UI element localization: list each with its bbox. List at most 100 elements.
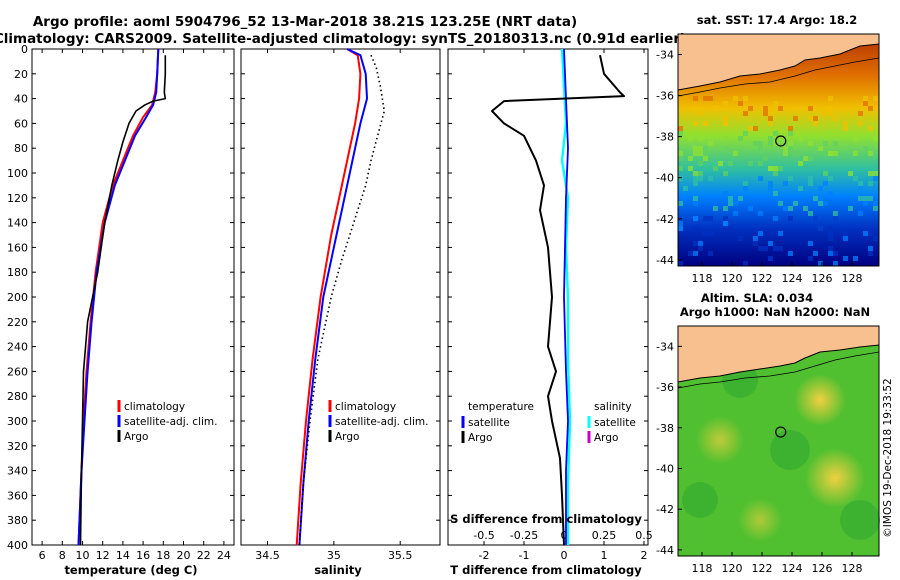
sst-pixel xyxy=(738,136,743,141)
x-tick-label: 35 xyxy=(327,549,341,562)
sst-pixel xyxy=(818,196,823,201)
sst-pixel xyxy=(788,141,793,146)
sst-pixel xyxy=(808,156,813,161)
sst-pixel xyxy=(758,211,763,216)
legend-temperature-title: temperature xyxy=(468,401,534,413)
sst-map: sat. SST: 17.4 Argo: 18.2 -34 -36 -38 -40 -4… xyxy=(656,13,880,285)
sst-pixel xyxy=(828,251,833,256)
sst-pixel xyxy=(863,101,868,106)
x-tick-label: 1 xyxy=(601,549,608,562)
x-tick-label: 8 xyxy=(59,549,66,562)
sst-pixel xyxy=(818,146,823,151)
sst-pixel xyxy=(708,216,713,221)
sst-pixel xyxy=(808,176,813,181)
temperature-xlabel: temperature (deg C) xyxy=(64,563,197,577)
legend-salinity-title: salinity xyxy=(594,401,632,413)
sst-pixel xyxy=(868,151,873,156)
sst-pixel xyxy=(703,156,708,161)
depth-contour xyxy=(677,351,880,389)
salinity-panel: 34.5 35 35.5 salinity climatology satellit… xyxy=(240,48,441,577)
sst-map-frame xyxy=(677,33,880,267)
sst-pixel xyxy=(793,151,798,156)
depth-tick-label: 200 xyxy=(7,291,28,304)
salinity-lines xyxy=(295,48,386,546)
sst-pixel xyxy=(698,161,703,166)
sst-pixel xyxy=(773,191,778,196)
sst-pixel xyxy=(768,241,773,246)
legend-argo: Argo xyxy=(335,431,359,443)
series-line-climatology xyxy=(295,48,362,546)
lon-tick-label: 128 xyxy=(842,562,863,575)
sst-pixel xyxy=(763,106,768,111)
sst-pixel xyxy=(698,176,703,181)
depth-ticks: 0 20 40 60 80 100 120 140 160 180 200 220 240 260 280 3… xyxy=(7,43,648,552)
sst-pixel xyxy=(828,151,833,156)
lat-tick-label: -42 xyxy=(656,213,674,226)
sst-pixel xyxy=(693,226,698,231)
salinity-legend: climatology satellite-adj. clim. Argo xyxy=(328,400,428,443)
sst-pixel xyxy=(843,256,848,261)
legend-satellite: satellite-adj. clim. xyxy=(124,416,217,428)
sst-pixel xyxy=(728,161,733,166)
legend-satellite: satellite-adj. clim. xyxy=(335,416,428,428)
sst-pixel xyxy=(748,206,753,211)
sla-blob xyxy=(840,500,880,540)
depth-tick-label: 140 xyxy=(7,217,28,230)
sst-pixel xyxy=(828,106,833,111)
lon-tick-label: 118 xyxy=(692,562,713,575)
lon-tick-label: 122 xyxy=(752,562,773,575)
sla-map: Altim. SLA: 0.034 Argo h1000: NaN h2000:… xyxy=(656,291,880,575)
legend-temp-satellite: satellite xyxy=(468,417,510,429)
sst-pixel xyxy=(733,151,738,156)
sst-pixel xyxy=(713,106,718,111)
sst-pixel xyxy=(678,151,683,156)
series-line-climatology xyxy=(77,48,160,546)
sst-pixel xyxy=(768,186,773,191)
sst-pixel xyxy=(823,141,828,146)
sst-pixel xyxy=(708,231,713,236)
sst-pixel xyxy=(763,156,768,161)
sst-pixel xyxy=(733,96,738,101)
sst-pixel xyxy=(783,146,788,151)
sst-pixel xyxy=(813,196,818,201)
sst-pixel xyxy=(868,231,873,236)
sst-pixel xyxy=(703,146,708,151)
x-tick-label: 0 xyxy=(561,549,568,562)
sst-pixel xyxy=(853,256,858,261)
depth-tick-label: 40 xyxy=(14,93,28,106)
s-tick-label: -0.5 xyxy=(473,529,494,542)
depth-tick-label: 360 xyxy=(7,489,28,502)
sst-pixel xyxy=(828,231,833,236)
sst-pixel xyxy=(678,126,683,131)
sst-pixel xyxy=(743,181,748,186)
sst-pixel xyxy=(858,186,863,191)
sst-pixel xyxy=(873,201,878,206)
depth-tick-label: 400 xyxy=(7,539,28,552)
sst-pixel xyxy=(708,176,713,181)
sst-pixel xyxy=(713,206,718,211)
sst-lon-ticks: 118 120 122 124 126 128 xyxy=(692,262,863,285)
sst-pixel xyxy=(763,111,768,116)
lon-tick-label: 124 xyxy=(782,562,803,575)
sst-pixel xyxy=(853,151,858,156)
sst-pixel xyxy=(863,96,868,101)
sst-pixel xyxy=(823,201,828,206)
sst-pixel xyxy=(768,121,773,126)
sst-pixel xyxy=(868,126,873,131)
sst-pixel xyxy=(823,171,828,176)
temperature-ticks: 6 8 10 12 14 16 18 20 22 24 xyxy=(39,49,231,562)
sst-pixel xyxy=(698,171,703,176)
sst-pixel xyxy=(693,176,698,181)
sst-pixel xyxy=(873,176,878,181)
sst-pixel xyxy=(843,231,848,236)
sst-pixel xyxy=(693,151,698,156)
sst-pixel xyxy=(693,251,698,256)
lat-tick-label: -34 xyxy=(656,49,674,62)
sst-pixel xyxy=(738,101,743,106)
sst-lat-ticks: -34 -36 -38 -40 -42 -44 xyxy=(656,49,682,267)
sst-pixel xyxy=(833,141,838,146)
sst-pixel xyxy=(858,181,863,186)
sst-pixel xyxy=(678,221,683,226)
sst-pixel xyxy=(693,96,698,101)
sst-pixel xyxy=(688,251,693,256)
